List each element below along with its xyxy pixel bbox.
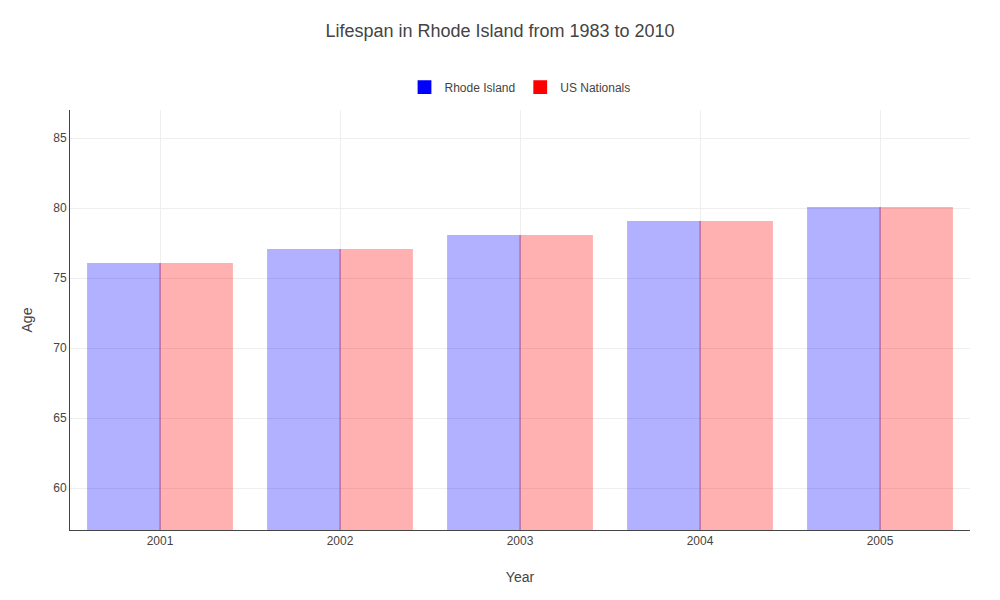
svg-text:60: 60 — [53, 481, 67, 495]
svg-text:2002: 2002 — [327, 534, 354, 548]
svg-text:70: 70 — [53, 341, 67, 355]
svg-text:2001: 2001 — [147, 534, 174, 548]
svg-text:2004: 2004 — [687, 534, 714, 548]
svg-text:US Nationals: US Nationals — [560, 81, 630, 95]
svg-text:75: 75 — [53, 271, 67, 285]
svg-text:2003: 2003 — [507, 534, 534, 548]
svg-text:2005: 2005 — [867, 534, 894, 548]
svg-text:Age: Age — [19, 307, 35, 332]
svg-text:Lifespan in Rhode Island from: Lifespan in Rhode Island from 1983 to 20… — [325, 21, 674, 41]
svg-text:85: 85 — [53, 131, 67, 145]
svg-text:65: 65 — [53, 411, 67, 425]
svg-text:Rhode Island: Rhode Island — [445, 81, 516, 95]
svg-text:Year: Year — [506, 569, 535, 585]
svg-text:80: 80 — [53, 201, 67, 215]
